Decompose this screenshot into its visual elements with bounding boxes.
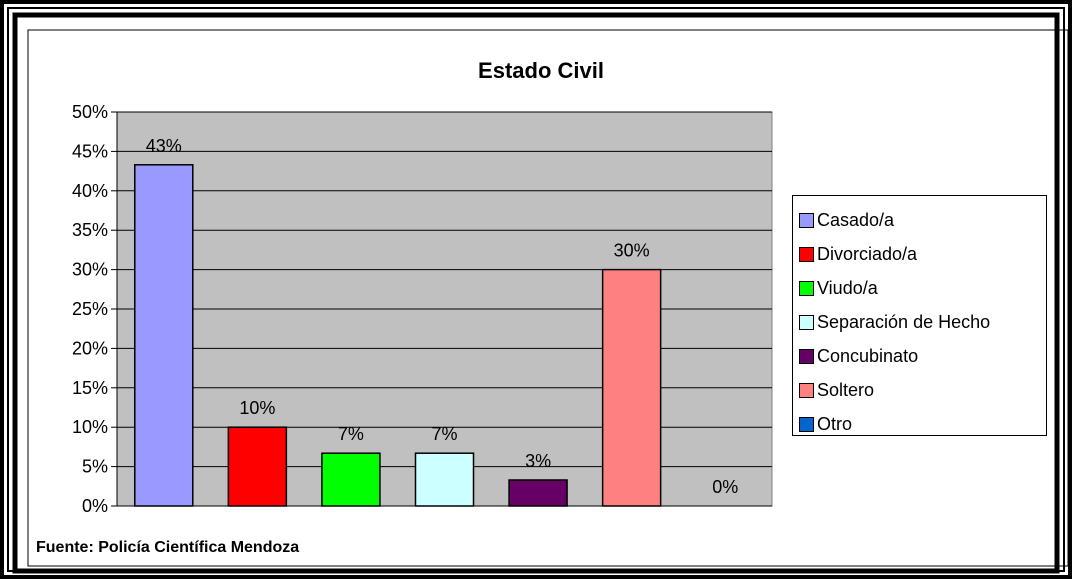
data-label: 10% — [239, 398, 275, 418]
y-tick-label: 10% — [72, 417, 108, 437]
y-tick-label: 20% — [72, 338, 108, 358]
legend-item: Casado/a — [799, 203, 1046, 237]
bar-separaci-n-de-hecho — [414, 452, 475, 507]
legend-label: Otro — [817, 413, 853, 434]
y-tick-label: 30% — [72, 260, 108, 280]
source-note: Fuente: Policía Científica Mendoza — [36, 539, 300, 556]
data-label: 0% — [712, 477, 738, 497]
legend-swatch — [799, 314, 814, 330]
legend-item: Viudo/a — [799, 271, 1046, 305]
y-tick-label: 40% — [72, 181, 108, 201]
legend-label: Casado/a — [817, 209, 895, 230]
y-tick-label: 15% — [72, 378, 108, 398]
bar-concubinato — [508, 479, 568, 507]
legend: Casado/a Divorciado/a Viudo/a Separación de… — [792, 195, 1047, 436]
legend-label: Concubinato — [817, 345, 919, 366]
y-tick-label: 50% — [72, 102, 108, 122]
y-tick-label: 35% — [72, 220, 108, 240]
bar-viudo-a — [321, 452, 381, 507]
y-tick-label: 25% — [72, 299, 108, 319]
legend-swatch — [799, 348, 814, 364]
y-tick-label: 0% — [82, 496, 108, 516]
legend-label: Separación de Hecho — [817, 311, 991, 332]
bar-casado-a — [134, 164, 194, 507]
legend-swatch — [799, 416, 814, 432]
bar-soltero — [601, 268, 662, 507]
data-label: 7% — [431, 424, 457, 444]
legend-swatch — [799, 246, 814, 262]
legend-swatch — [799, 382, 814, 398]
legend-label: Divorciado/a — [817, 243, 918, 264]
legend-item: Concubinato — [799, 339, 1046, 373]
chart-title: Estado Civil — [478, 58, 604, 83]
legend-swatch — [799, 212, 814, 228]
legend-item: Soltero — [799, 373, 1046, 407]
y-tick-label: 45% — [72, 141, 108, 161]
legend-swatch — [799, 280, 814, 296]
legend-item: Separación de Hecho — [799, 305, 1046, 339]
legend-label: Viudo/a — [817, 277, 878, 298]
bar-divorciado-a — [227, 426, 288, 507]
legend-item: Otro — [799, 407, 1046, 441]
data-label: 7% — [338, 424, 364, 444]
legend-item: Divorciado/a — [799, 237, 1046, 271]
legend-label: Soltero — [817, 379, 875, 400]
y-tick-label: 5% — [82, 457, 108, 477]
data-label: 30% — [614, 241, 650, 261]
data-label: 3% — [525, 451, 551, 471]
data-label: 43% — [146, 136, 182, 156]
